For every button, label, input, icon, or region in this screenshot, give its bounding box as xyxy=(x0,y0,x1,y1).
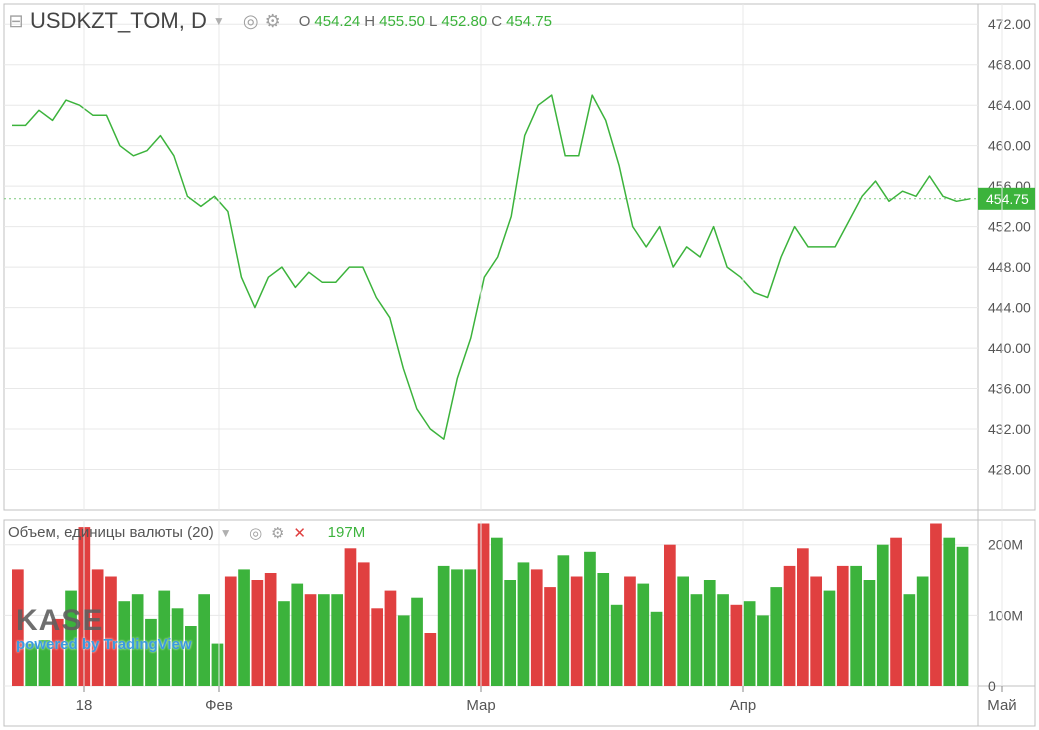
dropdown-icon[interactable]: ▼ xyxy=(213,14,225,28)
svg-text:464.00: 464.00 xyxy=(988,97,1031,113)
svg-text:440.00: 440.00 xyxy=(988,340,1031,356)
eye-icon[interactable]: ◎ xyxy=(243,13,259,29)
close-label: C xyxy=(491,13,502,30)
svg-text:454.75: 454.75 xyxy=(986,191,1029,207)
svg-text:18: 18 xyxy=(76,697,93,714)
volume-value: 197M xyxy=(328,524,366,541)
low-value: 452.80 xyxy=(441,13,487,30)
open-value: 454.24 xyxy=(314,13,360,30)
svg-text:Апр: Апр xyxy=(730,697,756,714)
brand-watermark: KASE xyxy=(16,604,103,638)
brand-text: KASE xyxy=(16,604,103,637)
ohlc-readout: O 454.24 H 455.50 L 452.80 C 454.75 xyxy=(299,13,552,30)
svg-text:460.00: 460.00 xyxy=(988,138,1031,154)
volume-dropdown-icon[interactable]: ▼ xyxy=(220,526,232,540)
svg-text:0: 0 xyxy=(988,678,996,694)
close-value: 454.75 xyxy=(506,13,552,30)
high-value: 455.50 xyxy=(379,13,425,30)
volume-title[interactable]: Объем, единицы валюты (20) xyxy=(8,524,214,541)
low-label: L xyxy=(429,13,437,30)
volume-eye-icon[interactable]: ◎ xyxy=(248,525,264,541)
svg-text:200M: 200M xyxy=(988,537,1023,553)
svg-text:428.00: 428.00 xyxy=(988,462,1031,478)
symbol-title[interactable]: USDKZT_TOM, D xyxy=(30,8,207,34)
svg-text:Фев: Фев xyxy=(205,697,233,714)
svg-text:468.00: 468.00 xyxy=(988,57,1031,73)
chart-container: 428.00 432.00 436.00 440.00 444.00 448.00 452.… xyxy=(0,0,1039,730)
high-label: H xyxy=(364,13,375,30)
svg-text:452.00: 452.00 xyxy=(988,219,1031,235)
volume-close-icon[interactable]: ✕ xyxy=(292,525,308,541)
gear-icon[interactable]: ⚙ xyxy=(265,13,281,29)
svg-text:Май: Май xyxy=(987,697,1016,714)
powered-by-text[interactable]: powered by TradingView xyxy=(16,636,192,653)
volume-chart-header: Объем, единицы валюты (20) ▼ ◎ ⚙ ✕ 197M xyxy=(8,524,365,541)
svg-text:100M: 100M xyxy=(988,607,1023,623)
collapse-icon[interactable]: ⊟ xyxy=(8,13,24,29)
price-chart-header: ⊟ USDKZT_TOM, D ▼ ◎ ⚙ O 454.24 H 455.50 … xyxy=(8,8,552,34)
svg-text:432.00: 432.00 xyxy=(988,421,1031,437)
svg-text:Мар: Мар xyxy=(466,697,495,714)
svg-text:472.00: 472.00 xyxy=(988,16,1031,32)
volume-gear-icon[interactable]: ⚙ xyxy=(270,525,286,541)
chart-svg[interactable]: 428.00 432.00 436.00 440.00 444.00 448.00 452.… xyxy=(0,0,1039,730)
open-label: O xyxy=(299,13,311,30)
svg-text:448.00: 448.00 xyxy=(988,259,1031,275)
svg-text:436.00: 436.00 xyxy=(988,381,1031,397)
svg-text:444.00: 444.00 xyxy=(988,300,1031,316)
